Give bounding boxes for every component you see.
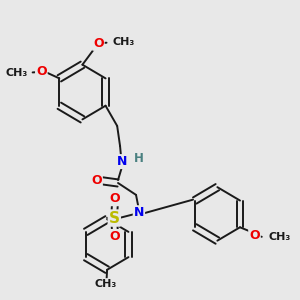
Text: CH₃: CH₃ [94, 279, 117, 289]
Text: O: O [110, 192, 120, 205]
Text: CH₃: CH₃ [112, 37, 135, 47]
Text: O: O [93, 37, 104, 50]
Text: O: O [36, 65, 46, 78]
Text: H: H [134, 152, 143, 164]
Text: O: O [91, 174, 102, 187]
Text: O: O [110, 230, 120, 243]
Text: CH₃: CH₃ [268, 232, 290, 242]
Text: N: N [134, 206, 144, 219]
Text: O: O [249, 229, 260, 242]
Text: CH₃: CH₃ [5, 68, 27, 78]
Text: S: S [109, 211, 120, 226]
Text: N: N [117, 155, 128, 168]
